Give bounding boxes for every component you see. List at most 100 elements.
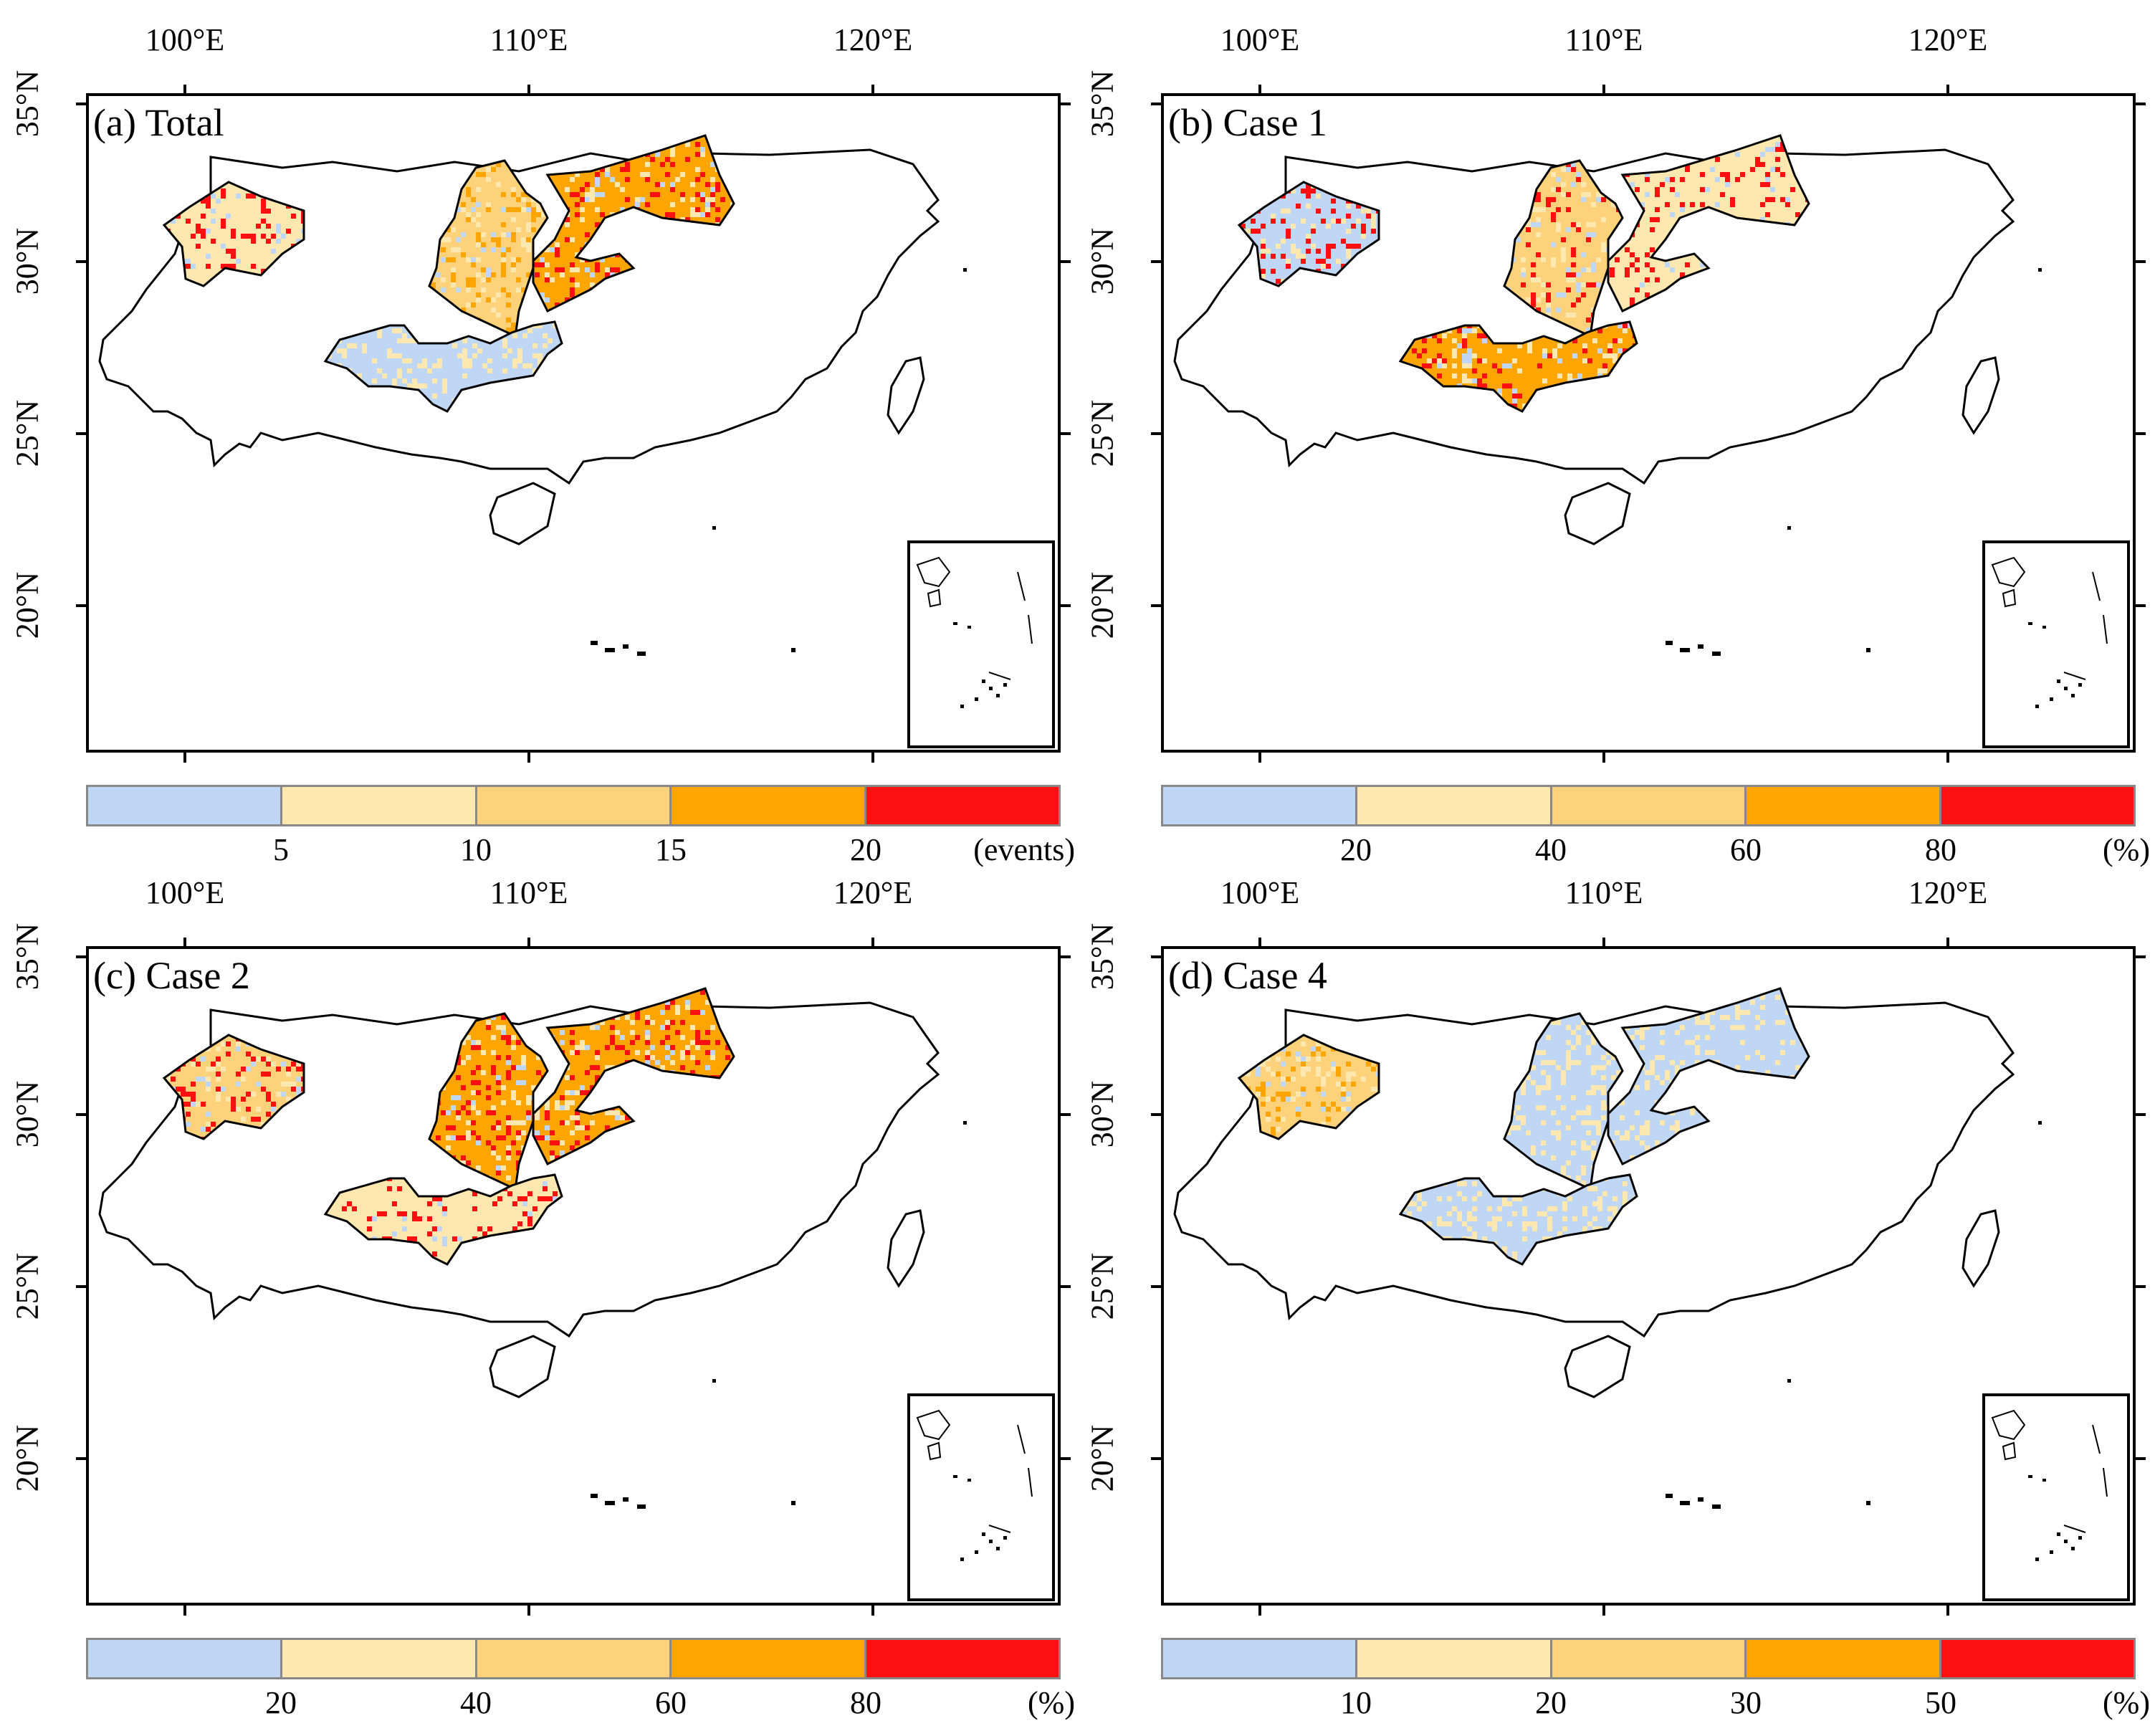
grid-cell [1760,995,1765,1000]
grid-cell [725,1030,730,1035]
colorbar-segment-1 [88,1640,283,1677]
grid-cell [462,353,467,358]
grid-cell [1321,1127,1326,1132]
grid-cell [1536,1170,1541,1175]
grid-cell [1621,1040,1623,1045]
grid-cell [543,383,548,388]
grid-cell [1346,204,1351,209]
grid-cell [735,313,740,318]
grid-cell [191,1041,196,1046]
grid-cell [670,162,675,167]
grid-cell [563,328,568,333]
grid-cell [670,1045,675,1050]
grid-cell [1487,1267,1492,1272]
grid-cell [457,399,462,404]
grid-cell [690,1090,695,1095]
grid-cell [296,1092,301,1097]
grid-cell [545,232,550,237]
grid-cell [1376,1041,1379,1046]
grid-cell [605,1045,610,1050]
grid-cell [1532,1176,1537,1181]
grid-cell [1366,1046,1371,1051]
grid-cell [1805,1120,1809,1125]
grid-cell [1462,333,1467,338]
grid-cell [665,172,670,177]
grid-cell [431,282,436,287]
grid-cell [1542,378,1547,383]
grid-cell [1790,313,1795,318]
grid-cell [1341,1092,1346,1097]
grid-cell [1467,1231,1472,1236]
grid-cell [1531,1125,1536,1130]
grid-cell [550,988,555,990]
colorbar-tick-4: 20 [850,832,881,867]
grid-cell [256,279,261,284]
grid-cell [306,1046,311,1051]
grid-cell [1400,1196,1402,1201]
grid-cell [1326,289,1331,294]
grid-cell [442,1267,447,1272]
grid-cell [301,1087,304,1092]
grid-cell [481,242,486,247]
grid-cell [1633,414,1638,419]
grid-cell [700,292,705,297]
grid-cell [417,1256,422,1262]
region-south [323,320,568,413]
grid-cell [1526,187,1531,192]
grid-cell [362,1251,367,1256]
grid-cell [615,313,620,318]
grid-cell [1616,232,1621,237]
grid-cell [301,204,304,209]
grid-cell [1521,1186,1526,1189]
grid-cell [645,222,650,227]
grid-cell [1502,1236,1507,1241]
grid-cell [507,1246,512,1251]
grid-cell [1765,1160,1770,1164]
grid-cell [695,302,700,307]
grid-cell [1800,162,1805,167]
grid-cell [630,1155,635,1160]
grid-cell [397,322,402,323]
grid-cell [1700,222,1705,227]
grid-cell [1371,199,1376,204]
grid-cell [1685,988,1690,990]
grid-cell [1615,1010,1620,1015]
grid-cell [236,1072,241,1077]
grid-cell [620,1035,625,1040]
grid-cell [1576,1175,1581,1181]
grid-cell [1417,1206,1422,1211]
grid-cell [700,990,705,995]
grid-cell [1497,1216,1502,1221]
grid-cell [1427,1221,1432,1226]
grid-cell [216,264,221,269]
grid-cell [342,1267,347,1272]
grid-cell [625,1015,630,1020]
grid-cell [1452,363,1457,368]
grid-cell [655,222,660,227]
grid-cell [1326,249,1331,254]
grid-cell [720,162,725,167]
grid-cell [531,161,536,162]
grid-cell [186,239,191,244]
grid-cell [710,1125,715,1130]
grid-cell [1750,247,1755,252]
grid-cell [1567,394,1572,399]
grid-cell [442,1206,447,1211]
grid-cell [1561,1080,1566,1085]
grid-cell [1586,1090,1591,1095]
grid-cell [527,1191,532,1196]
grid-cell [1281,219,1286,224]
grid-cell [1775,1060,1780,1065]
grid-cell [650,192,655,197]
grid-cell [357,323,362,328]
grid-cell [1790,995,1795,1000]
y-tickmark [76,955,86,958]
grid-cell [507,348,512,353]
grid-cell [1685,167,1690,172]
grid-cell [206,259,211,264]
grid-cell [610,142,615,147]
grid-cell [1655,202,1660,207]
grid-cell [563,399,568,404]
grid-cell [1341,1097,1346,1102]
grid-cell [1512,1267,1517,1272]
